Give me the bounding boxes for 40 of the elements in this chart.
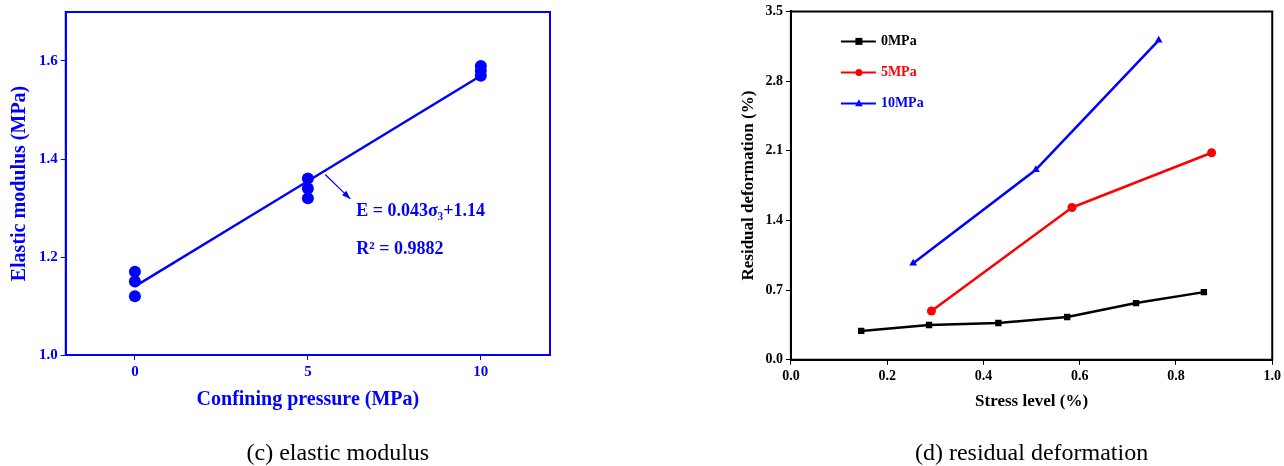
x-axis-title: Stress level (%) — [975, 391, 1089, 411]
x-tick-label: 0.2 — [878, 367, 896, 383]
y-tick-label: 0.0 — [765, 351, 783, 367]
x-tick-label: 10 — [473, 362, 489, 379]
point — [1067, 203, 1077, 212]
legend-label: 10MPa — [880, 95, 924, 111]
point — [926, 306, 936, 316]
text: (c) elastic modulus — [246, 439, 430, 465]
annotation: E = 0.043σ₃+1.14 — [356, 199, 486, 220]
y-tick-label: 2.1 — [765, 142, 783, 158]
point — [995, 319, 1002, 327]
y-axis-title: Residual deformation (%) — [737, 90, 757, 281]
y-tick-label: 0.7 — [765, 281, 783, 297]
legend-label: 5MPa — [880, 64, 917, 80]
y-axis-title: Elastic modulus (MPa) — [7, 85, 31, 282]
y-tick-label: 2.8 — [765, 72, 783, 88]
text: (d) residual deformation — [914, 439, 1149, 465]
point — [1207, 148, 1217, 158]
x-axis-title: Confining pressure (MPa) — [196, 387, 420, 411]
point — [128, 275, 141, 288]
y-tick-label: 1.0 — [39, 345, 58, 362]
y-tick-label: 1.4 — [39, 149, 59, 166]
point — [301, 192, 314, 205]
legend-label: 0MPa — [880, 33, 917, 49]
point — [128, 265, 141, 278]
x-tick-label: 5 — [304, 362, 312, 379]
x-tick-label: 0 — [131, 362, 139, 379]
point — [1032, 165, 1040, 172]
x-tick-label: 0.6 — [1070, 367, 1089, 383]
y-tick-label: 1.4 — [765, 212, 783, 228]
y-tick-label: 3.5 — [765, 3, 783, 19]
x-tick-label: 0.4 — [974, 367, 993, 383]
x-tick-label: 0.0 — [782, 367, 800, 383]
y-tick-label: 1.2 — [39, 247, 58, 264]
point — [1154, 35, 1163, 43]
point — [128, 290, 141, 303]
x-tick-label: 1.0 — [1263, 367, 1281, 383]
annotation: R² = 0.9882 — [356, 237, 444, 258]
y-tick-label: 1.6 — [39, 51, 59, 68]
x-tick-label: 0.8 — [1167, 367, 1185, 383]
